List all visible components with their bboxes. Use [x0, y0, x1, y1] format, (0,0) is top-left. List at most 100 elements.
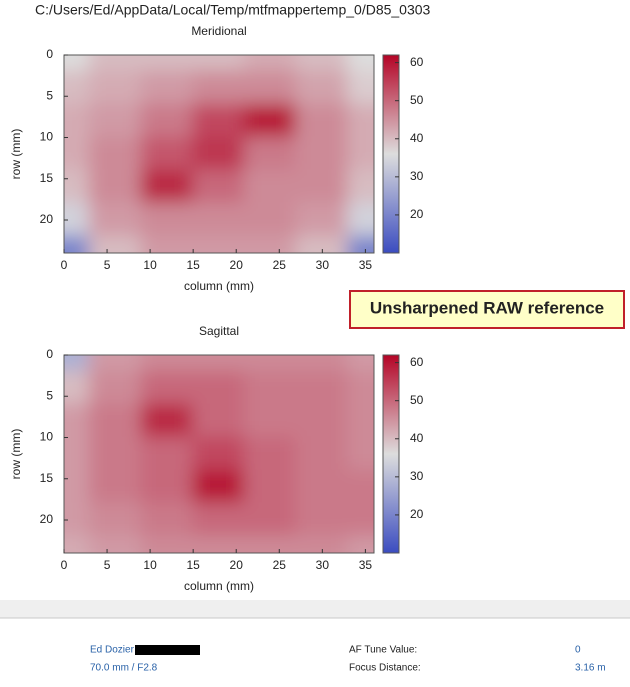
- colorbar-tick-label: 20: [410, 507, 424, 521]
- heat-cell: [243, 469, 298, 505]
- heat-cell: [295, 355, 350, 373]
- heat-cell: [192, 103, 246, 139]
- heat-cell: [140, 403, 195, 439]
- heat-cell: [88, 355, 143, 373]
- x-tick-label: 20: [230, 258, 244, 272]
- heatmap: [64, 55, 374, 253]
- colorbar: [382, 54, 400, 254]
- heat-cell: [140, 436, 195, 472]
- x-tick-label: 30: [316, 258, 330, 272]
- heat-cell: [295, 403, 350, 439]
- window-title: C:/Users/Ed/AppData/Local/Temp/mtfmapper…: [35, 2, 431, 18]
- heatmap-clip: [64, 355, 374, 553]
- heat-cell: [64, 436, 91, 472]
- heat-cell: [192, 169, 246, 205]
- heat-cell: [192, 535, 246, 553]
- colorbar: [382, 354, 400, 554]
- x-axis-label: column (mm): [184, 579, 254, 593]
- x-axis-label: column (mm): [184, 279, 254, 293]
- af-tune-label: AF Tune Value:: [349, 645, 417, 656]
- chart-title: Meridional: [191, 24, 246, 38]
- heat-cell: [140, 169, 195, 205]
- heat-cell: [192, 235, 246, 253]
- heat-cell: [64, 403, 91, 439]
- heat-cell: [140, 235, 195, 253]
- heat-cell: [192, 70, 246, 106]
- y-tick-label: 0: [46, 47, 53, 61]
- heat-cell: [243, 235, 298, 253]
- heat-cell: [64, 70, 91, 106]
- heat-cell: [295, 502, 350, 538]
- heat-cell: [347, 103, 374, 139]
- heat-cell: [347, 169, 374, 205]
- heat-cell: [64, 235, 91, 253]
- x-tick-label: 30: [316, 558, 330, 572]
- y-tick-label: 15: [40, 171, 54, 185]
- x-tick-label: 15: [186, 258, 200, 272]
- heat-cell: [243, 136, 298, 172]
- heat-cell: [88, 502, 143, 538]
- heat-cell: [347, 355, 374, 373]
- heat-cell: [192, 502, 246, 538]
- heat-cell: [88, 469, 143, 505]
- x-tick-label: 0: [61, 258, 68, 272]
- heat-cell: [88, 55, 143, 73]
- heat-cell: [192, 136, 246, 172]
- heat-cell: [295, 235, 350, 253]
- af-tune-value: 0: [575, 645, 581, 656]
- heat-cell: [243, 169, 298, 205]
- colorbar-tick-label: 60: [410, 55, 424, 69]
- callout-text: Unsharpened RAW reference: [370, 298, 604, 317]
- heat-cell: [347, 436, 374, 472]
- heat-cell: [140, 103, 195, 139]
- heat-cell: [88, 370, 143, 406]
- x-tick-label: 20: [230, 558, 244, 572]
- heat-cell: [64, 370, 91, 406]
- heat-cell: [192, 202, 246, 238]
- x-tick-label: 15: [186, 558, 200, 572]
- heat-cell: [140, 355, 195, 373]
- heat-cell: [192, 370, 246, 406]
- author: Ed Dozier: [90, 645, 135, 656]
- x-tick-label: 35: [359, 558, 373, 572]
- heat-cell: [347, 55, 374, 73]
- heatmap: [64, 355, 374, 553]
- y-axis-label: row (mm): [9, 129, 23, 180]
- y-tick-label: 20: [40, 212, 54, 226]
- heat-cell: [243, 103, 298, 139]
- focus-value: 3.16 m: [575, 663, 606, 674]
- heat-cell: [295, 535, 350, 553]
- heat-cell: [295, 202, 350, 238]
- lens: 70.0 mm / F2.8: [90, 663, 158, 674]
- heat-cell: [347, 502, 374, 538]
- heat-cell: [64, 55, 91, 73]
- colorbar-tick-label: 40: [410, 431, 424, 445]
- heat-cell: [140, 55, 195, 73]
- heat-cell: [64, 136, 91, 172]
- plot-frame: [63, 54, 375, 254]
- heat-cell: [192, 436, 246, 472]
- heat-cell: [88, 103, 143, 139]
- x-tick-label: 5: [104, 258, 111, 272]
- heat-cell: [243, 403, 298, 439]
- heat-cell: [295, 103, 350, 139]
- focus-label: Focus Distance:: [349, 663, 421, 674]
- heat-cell: [88, 136, 143, 172]
- heat-cell: [140, 136, 195, 172]
- heat-cell: [140, 70, 195, 106]
- heat-cell: [192, 469, 246, 505]
- x-tick-label: 25: [273, 258, 287, 272]
- heat-cell: [243, 55, 298, 73]
- heat-cell: [347, 235, 374, 253]
- heat-cell: [295, 370, 350, 406]
- heat-cell: [88, 403, 143, 439]
- x-tick-label: 10: [143, 558, 157, 572]
- y-tick-label: 5: [46, 388, 53, 402]
- chart-title: Sagittal: [199, 324, 239, 338]
- heat-cell: [295, 70, 350, 106]
- x-tick-label: 25: [273, 558, 287, 572]
- colorbar-tick-label: 50: [410, 93, 424, 107]
- heat-cell: [140, 502, 195, 538]
- heat-cell: [192, 355, 246, 373]
